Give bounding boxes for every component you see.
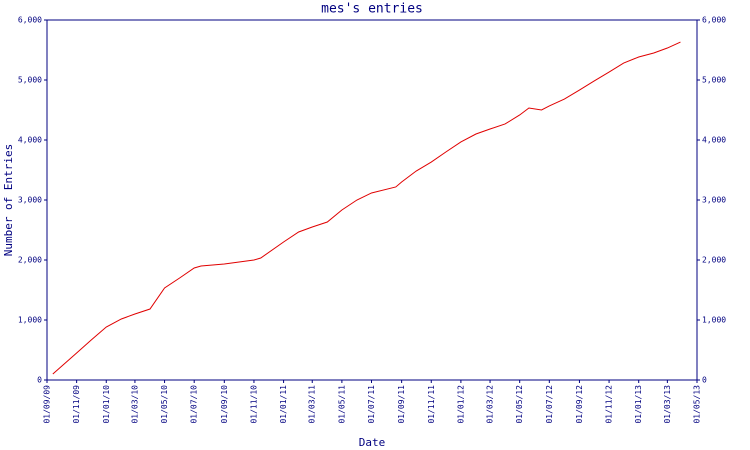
x-tick-label: 01/09/09 <box>43 385 52 424</box>
y-tick-label: 3,000 <box>18 196 42 205</box>
y2-tick-label: 1,000 <box>702 316 726 325</box>
y-tick-label: 4,000 <box>18 136 42 145</box>
y-tick-label: 0 <box>37 376 42 385</box>
x-tick-label: 01/05/12 <box>515 385 524 424</box>
x-tick-label: 01/11/09 <box>72 385 81 424</box>
x-tick-label: 01/01/10 <box>102 385 111 424</box>
y-tick-label: 5,000 <box>18 76 42 85</box>
y2-tick-label: 6,000 <box>702 16 726 25</box>
chart-title: mes's entries <box>321 2 423 17</box>
y-tick-label: 6,000 <box>18 16 42 25</box>
x-tick-label: 01/11/10 <box>249 385 258 424</box>
x-tick-label: 01/03/13 <box>663 385 672 424</box>
x-tick-label: 01/07/11 <box>367 385 376 424</box>
y2-tick-label: 2,000 <box>702 256 726 265</box>
x-tick-label: 01/09/10 <box>220 385 229 424</box>
x-tick-label: 01/11/11 <box>427 385 436 424</box>
y2-tick-label: 0 <box>702 376 707 385</box>
data-line <box>52 41 681 375</box>
x-tick-label: 01/03/11 <box>308 385 317 424</box>
x-tick-label: 01/01/13 <box>634 385 643 424</box>
x-tick-label: 01/07/10 <box>190 385 199 424</box>
y2-tick-label: 5,000 <box>702 76 726 85</box>
x-tick-label: 01/09/12 <box>575 385 584 424</box>
y-tick-label: 2,000 <box>18 256 42 265</box>
x-tick-label: 01/05/11 <box>337 385 346 424</box>
x-tick-label: 01/05/10 <box>160 385 169 424</box>
plot-frame <box>46 19 698 381</box>
x-tick-label: 01/03/10 <box>130 385 139 424</box>
x-tick-label: 01/09/11 <box>397 385 406 424</box>
x-axis-title: Date <box>359 436 386 449</box>
x-tick-label: 01/05/13 <box>693 385 702 424</box>
y-axis-title: Number of Entries <box>2 144 15 257</box>
y2-tick-label: 4,000 <box>702 136 726 145</box>
y2-tick-label: 3,000 <box>702 196 726 205</box>
x-tick-label: 01/03/12 <box>486 385 495 424</box>
y-tick-label: 1,000 <box>18 316 42 325</box>
x-tick-label: 01/01/12 <box>456 385 465 424</box>
x-tick-label: 01/07/12 <box>545 385 554 424</box>
x-tick-label: 01/11/12 <box>605 385 614 424</box>
x-tick-label: 01/01/11 <box>279 385 288 424</box>
